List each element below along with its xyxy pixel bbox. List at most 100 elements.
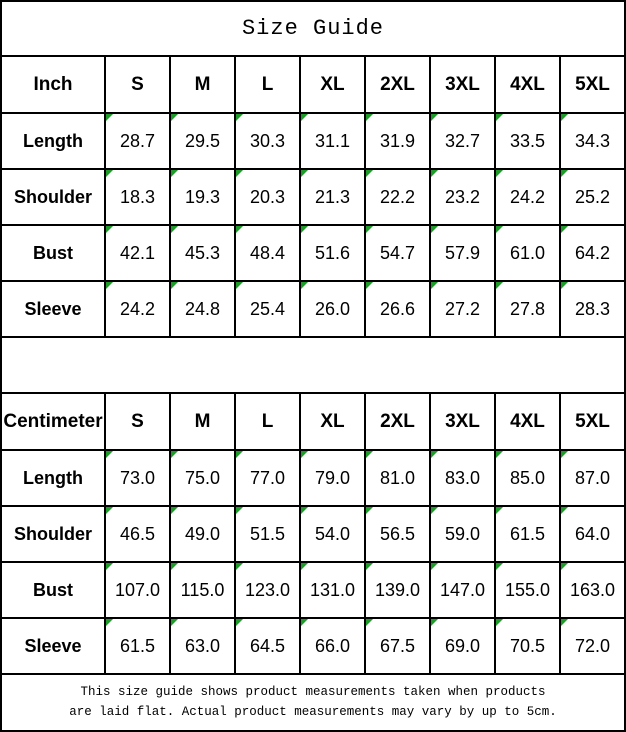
green-triangle-icon	[172, 115, 178, 121]
measurement-value: 23.2	[444, 186, 481, 207]
measurement-value: 27.2	[444, 298, 481, 319]
measurement-value-cell: 64.0	[559, 505, 626, 563]
measurement-value: 24.8	[184, 298, 221, 319]
measurement-value: 57.9	[444, 242, 481, 263]
size-header-cell: S	[104, 392, 171, 451]
green-triangle-icon	[107, 283, 113, 289]
measurement-value-cell: 72.0	[559, 617, 626, 675]
green-triangle-icon	[302, 227, 308, 233]
measurement-value-cell: 73.0	[104, 449, 171, 507]
measurement-value-cell: 61.5	[494, 505, 561, 563]
measurement-value-cell: 28.7	[104, 112, 171, 170]
green-triangle-icon	[237, 115, 243, 121]
green-triangle-icon	[562, 508, 568, 514]
footer-note-line2: are laid flat. Actual product measuremen…	[69, 704, 557, 719]
measurement-value: 64.0	[574, 523, 611, 544]
measurement-value: 32.7	[444, 130, 481, 151]
measurement-value-cell: 20.3	[234, 168, 301, 226]
measurement-value-cell: 49.0	[169, 505, 236, 563]
size-header-cell: 4XL	[494, 55, 561, 114]
green-triangle-icon	[107, 227, 113, 233]
measurement-value: 18.3	[119, 186, 156, 207]
size-header-cell: 2XL	[364, 392, 431, 451]
measurement-value-cell: 59.0	[429, 505, 496, 563]
green-triangle-icon	[172, 452, 178, 458]
measurement-value-cell: 107.0	[104, 561, 171, 619]
measurement-value: 115.0	[180, 579, 225, 600]
measurement-value: 31.1	[314, 130, 351, 151]
measurement-value-cell: 61.5	[104, 617, 171, 675]
measurement-value-cell: 23.2	[429, 168, 496, 226]
green-triangle-icon	[497, 508, 503, 514]
measurement-value: 155.0	[504, 579, 551, 600]
measurement-value: 51.5	[249, 523, 286, 544]
green-triangle-icon	[172, 171, 178, 177]
measurement-value: 61.5	[119, 635, 156, 656]
measurement-value-cell: 85.0	[494, 449, 561, 507]
green-triangle-icon	[237, 452, 243, 458]
measurement-value: 26.0	[314, 298, 351, 319]
measurement-value-cell: 87.0	[559, 449, 626, 507]
measurement-value-cell: 54.7	[364, 224, 431, 282]
measurement-value-cell: 56.5	[364, 505, 431, 563]
measurement-value: 61.0	[509, 242, 546, 263]
green-triangle-icon	[562, 564, 568, 570]
green-triangle-icon	[432, 171, 438, 177]
green-triangle-icon	[107, 508, 113, 514]
measurement-value: 20.3	[249, 186, 286, 207]
green-triangle-icon	[107, 452, 113, 458]
footer-note-line1: This size guide shows product measuremen…	[80, 685, 546, 700]
measurement-value: 72.0	[574, 635, 611, 656]
green-triangle-icon	[237, 620, 243, 626]
table-row: Shoulder 46.5 49.0 51.5 54.0 56.5 59.0 6…	[0, 505, 626, 563]
measurement-value-cell: 51.6	[299, 224, 366, 282]
green-triangle-icon	[367, 227, 373, 233]
measurement-value-cell: 46.5	[104, 505, 171, 563]
measurement-value-cell: 70.5	[494, 617, 561, 675]
table-row: Bust 42.1 45.3 48.4 51.6 54.7 57.9 61.0 …	[0, 224, 626, 282]
measurement-value: 34.3	[574, 130, 611, 151]
table-row: Length 73.0 75.0 77.0 79.0 81.0 83.0 85.…	[0, 449, 626, 507]
measurement-value: 131.0	[309, 579, 356, 600]
measurement-value-cell: 25.4	[234, 280, 301, 338]
measurement-value-cell: 42.1	[104, 224, 171, 282]
inch-header-row: Inch S M L XL 2XL 3XL 4XL 5XL	[0, 55, 626, 114]
table-row: Shoulder 18.3 19.3 20.3 21.3 22.2 23.2 2…	[0, 168, 626, 226]
green-triangle-icon	[367, 452, 373, 458]
green-triangle-icon	[562, 452, 568, 458]
green-triangle-icon	[432, 283, 438, 289]
green-triangle-icon	[367, 508, 373, 514]
measurement-value-cell: 24.2	[104, 280, 171, 338]
measurement-value: 46.5	[119, 523, 156, 544]
measurement-value: 64.5	[249, 635, 286, 656]
measurement-value-cell: 26.0	[299, 280, 366, 338]
measurement-value-cell: 69.0	[429, 617, 496, 675]
measurement-value: 67.5	[379, 635, 416, 656]
green-triangle-icon	[172, 508, 178, 514]
centimeter-header-row: Centimeter S M L XL 2XL 3XL 4XL 5XL	[0, 392, 626, 451]
measurement-value: 83.0	[444, 467, 481, 488]
green-triangle-icon	[497, 564, 503, 570]
measurement-value-cell: 18.3	[104, 168, 171, 226]
size-header-cell: 3XL	[429, 392, 496, 451]
measurement-value-cell: 31.1	[299, 112, 366, 170]
green-triangle-icon	[497, 227, 503, 233]
measurement-value: 61.5	[509, 523, 546, 544]
measurement-label-cell: Bust	[0, 224, 106, 282]
size-guide-title: Size Guide	[0, 0, 626, 57]
spacer-cell	[0, 336, 626, 394]
measurement-value: 69.0	[444, 635, 481, 656]
green-triangle-icon	[497, 171, 503, 177]
size-header-cell: 5XL	[559, 55, 626, 114]
measurement-value-cell: 45.3	[169, 224, 236, 282]
table-row: Bust 107.0 115.0 123.0 131.0 139.0 147.0…	[0, 561, 626, 619]
green-triangle-icon	[302, 620, 308, 626]
size-header-cell: M	[169, 55, 236, 114]
measurement-value-cell: 75.0	[169, 449, 236, 507]
size-header-cell: L	[234, 392, 301, 451]
green-triangle-icon	[497, 283, 503, 289]
table-row: Sleeve 24.2 24.8 25.4 26.0 26.6 27.2 27.…	[0, 280, 626, 338]
green-triangle-icon	[562, 283, 568, 289]
measurement-value: 70.5	[509, 635, 546, 656]
measurement-value: 22.2	[379, 186, 416, 207]
